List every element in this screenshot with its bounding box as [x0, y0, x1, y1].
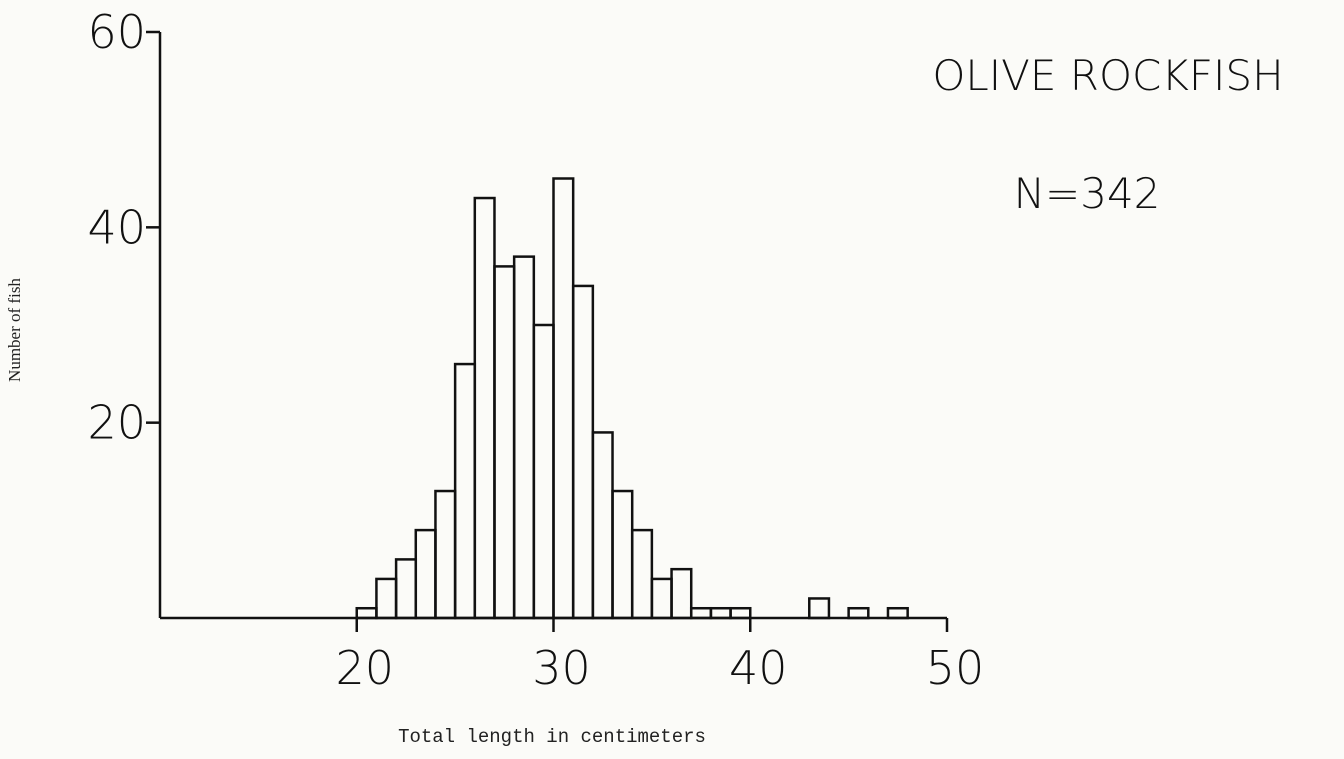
- bar: [709, 606, 732, 620]
- bar: [414, 528, 437, 620]
- x-tick-label: 30: [532, 641, 591, 695]
- bar: [886, 606, 909, 620]
- bar: [473, 196, 496, 620]
- bar: [453, 362, 477, 620]
- bar: [532, 323, 555, 620]
- x-tick-label: 40: [729, 641, 788, 695]
- bar: [434, 489, 457, 620]
- bar: [512, 255, 536, 620]
- bar: [808, 597, 831, 620]
- bar: [493, 265, 516, 620]
- bar: [355, 606, 378, 620]
- y-tick-label: 60: [87, 5, 146, 59]
- bar: [630, 528, 654, 620]
- bar: [375, 577, 398, 620]
- bar: [552, 177, 575, 620]
- y-tick-label: 20: [87, 396, 146, 450]
- x-tick-label: 50: [926, 641, 985, 695]
- bar: [650, 577, 673, 620]
- x-tick-label: 20: [335, 641, 394, 695]
- bar: [591, 431, 614, 620]
- chart-title: OLIVE ROCKFISH: [932, 51, 1283, 100]
- y-axis-label: Number of fish: [5, 278, 24, 382]
- bar: [689, 606, 713, 620]
- bar: [394, 558, 418, 620]
- annotation: N=342: [1014, 169, 1161, 218]
- y-tick-label: 40: [87, 200, 146, 254]
- bar: [729, 606, 752, 620]
- bar: [571, 284, 595, 620]
- x-axis-label: Total length in centimeters: [398, 726, 706, 748]
- bar: [670, 567, 693, 620]
- bar: [847, 606, 870, 620]
- bar: [611, 489, 634, 620]
